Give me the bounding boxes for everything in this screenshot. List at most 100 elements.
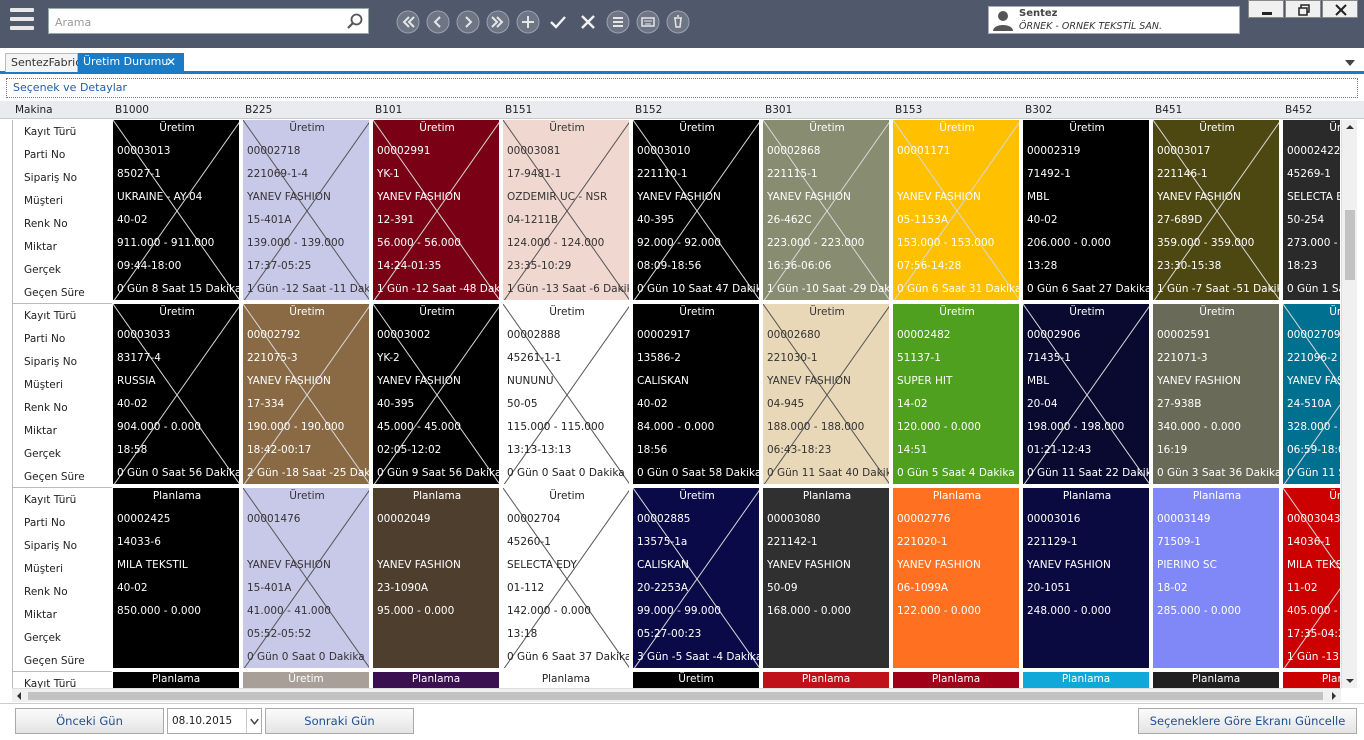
refresh-screen-button[interactable]: Seçeneklere Göre Ekranı Güncelle <box>1138 708 1357 734</box>
job-record-type: Üretim <box>1329 122 1340 134</box>
machine-job-card[interactable]: Üretim <box>633 672 761 688</box>
machine-job-card[interactable]: Üretim 00003081 17-9481-1 OZDEMIR UC - NSR 0… <box>503 120 631 302</box>
machine-job-card[interactable]: Üretim <box>243 672 371 688</box>
machine-column-header[interactable]: B151 <box>505 104 533 116</box>
row-field-label: Geçen Süre <box>24 287 85 299</box>
machine-job-card[interactable]: Üretim 00002888 45261-1-1 NUNUNU 50-05 115.00… <box>503 304 631 486</box>
machine-job-card[interactable]: Planlama 00002776 221020-1 YANEV FASHION 06-… <box>893 488 1021 670</box>
hamburger-menu-icon[interactable] <box>8 6 36 34</box>
machine-job-card[interactable]: Üretim 00002680 221030-1 YANEV FASHION 04-94… <box>763 304 891 486</box>
job-record-type: Üretim <box>679 122 715 134</box>
job-record-type: Üretim <box>809 306 845 318</box>
machine-column-header[interactable]: B153 <box>895 104 923 116</box>
minimize-button[interactable] <box>1248 0 1284 18</box>
search-icon[interactable] <box>346 12 364 30</box>
machine-column-header[interactable]: B301 <box>765 104 793 116</box>
restore-button[interactable] <box>1285 0 1321 18</box>
machine-column-header[interactable]: B451 <box>1155 104 1183 116</box>
machine-job-card[interactable]: Üretim 00002709 221096-2 YANEV FASHION 24-51… <box>1283 304 1340 486</box>
machine-job-card[interactable]: Üretim 00003043 14036-1 MILA TEKSTIL 11-02 40… <box>1283 488 1340 670</box>
job-actual-time: 18:23 <box>1287 260 1318 272</box>
row-field-label: Miktar <box>24 609 57 621</box>
machine-job-card[interactable]: Üretim 00002482 51137-1 SUPER HIT 14-02 120.0… <box>893 304 1021 486</box>
machine-job-card[interactable]: Planlama <box>1023 672 1151 688</box>
machine-job-card[interactable]: Üretim 00002991 YK-1 YANEV FASHION 12-391 56.… <box>373 120 501 302</box>
machine-job-card[interactable]: Üretim 00002868 221115-1 YANEV FASHION 26-46… <box>763 120 891 302</box>
horizontal-scrollbar[interactable] <box>12 688 1341 702</box>
machine-job-card[interactable]: Üretim 00002591 221071-3 YANEV FASHION 27-93… <box>1153 304 1281 486</box>
delete-button[interactable] <box>666 10 690 34</box>
machine-job-card[interactable]: Planlama 00002049 YANEV FASHION 23-1090A 95.… <box>373 488 501 670</box>
horizontal-scroll-thumb[interactable] <box>28 692 1323 700</box>
machine-job-card[interactable]: Üretim 00003010 221110-1 YANEV FASHION 40-39… <box>633 120 761 302</box>
machine-column-header[interactable]: B152 <box>635 104 663 116</box>
save-button[interactable] <box>546 10 570 34</box>
machine-job-card[interactable]: Üretim 00002319 71492-1 MBL 40-02 206.000 - 0… <box>1023 120 1151 302</box>
machine-job-card[interactable]: Üretim 00002917 13586-2 CALISKAN 40-02 84.000… <box>633 304 761 486</box>
job-elapsed-time: 1 Gün -7 Saat -51 Dakika <box>1157 283 1281 295</box>
scroll-down-icon[interactable] <box>1342 674 1358 688</box>
date-input[interactable] <box>172 713 242 729</box>
tab-close-icon[interactable]: ✕ <box>166 55 177 69</box>
machine-job-card[interactable]: Planlama <box>1153 672 1281 688</box>
chevron-down-icon[interactable] <box>246 709 262 733</box>
machine-job-card[interactable]: Planlama 00003080 221142-1 YANEV FASHION 50-… <box>763 488 891 670</box>
tab-dropdown-icon[interactable] <box>1344 58 1356 68</box>
machine-job-card[interactable]: Üretim 00002792 221075-3 YANEV FASHION 17-33… <box>243 304 371 486</box>
machine-job-card[interactable]: Üretim 00002906 71435-1 MBL 20-04 198.000 - 1… <box>1023 304 1151 486</box>
tab-sentezfabric[interactable]: SentezFabric <box>5 53 81 72</box>
machine-job-card[interactable]: Üretim 00003017 221146-1 YANEV FASHION 27-68… <box>1153 120 1281 302</box>
machine-job-card[interactable]: Planlama 00003149 71509-1 PIERINO SC 18-02 28… <box>1153 488 1281 670</box>
machine-job-card[interactable]: Üretim 00002422 45269-1 SELECTA EDY 50-254 27… <box>1283 120 1340 302</box>
machine-job-card[interactable]: Üretim 00002704 45260-1 SELECTA EDY 01-112 14… <box>503 488 631 670</box>
machine-column-header[interactable]: B101 <box>375 104 403 116</box>
machine-job-card[interactable]: Üretim 00001476 YANEV FASHION 15-401A 41.000… <box>243 488 371 670</box>
add-button[interactable] <box>516 10 540 34</box>
tab-uretim-durumu[interactable]: Üretim Durumu ✕ <box>78 53 184 72</box>
row-field-label: Kayıt Türü <box>24 126 77 138</box>
job-customer: YANEV FASHION <box>377 559 461 571</box>
job-order-no: YK-2 <box>377 352 400 364</box>
job-color-no: 26-462C <box>767 214 812 226</box>
vertical-scroll-thumb[interactable] <box>1345 210 1355 280</box>
previous-day-button[interactable]: Önceki Gün <box>15 708 164 734</box>
job-customer: YANEV FASHION <box>1157 191 1241 203</box>
next-record-button[interactable] <box>456 10 480 34</box>
machine-job-card[interactable]: Üretim 00003013 85027-1 UKRAINE - AY-04 40-0… <box>113 120 241 302</box>
machine-job-card[interactable]: Üretim 00001171 YANEV FASHION 05-1153A 153.0… <box>893 120 1021 302</box>
machine-job-card[interactable]: Planlama <box>763 672 891 688</box>
first-record-button[interactable] <box>396 10 420 34</box>
list-button[interactable] <box>606 10 630 34</box>
close-window-button[interactable] <box>1322 0 1358 18</box>
machine-job-card[interactable]: Üretim 00003033 83177-4 RUSSIA 40-02 904.000 … <box>113 304 241 486</box>
previous-record-button[interactable] <box>426 10 450 34</box>
last-record-button[interactable] <box>486 10 510 34</box>
machine-column-header[interactable]: B302 <box>1025 104 1053 116</box>
job-quantity: 92.000 - 92.000 <box>637 237 721 249</box>
machine-job-card[interactable]: Üretim 00002885 13575-1a CALISKAN 20-2253A 99… <box>633 488 761 670</box>
machine-job-card[interactable]: Üretim 00002718 221069-1-4 YANEV FASHION 15-… <box>243 120 371 302</box>
machine-job-card[interactable]: Planlama 00003016 221129-1 YANEV FASHION 20-… <box>1023 488 1151 670</box>
machine-job-card[interactable]: Planlama 00002425 14033-6 MILA TEKSTIL 40-02… <box>113 488 241 670</box>
job-color-no: 27-689D <box>1157 214 1203 226</box>
next-day-button[interactable]: Sonraki Gün <box>265 708 414 734</box>
machine-job-card[interactable]: Planlama <box>893 672 1021 688</box>
scroll-up-icon[interactable] <box>1342 120 1358 134</box>
job-actual-time: 09:44-18:00 <box>117 260 182 272</box>
machine-job-card[interactable]: Planlama <box>373 672 501 688</box>
machine-column-header[interactable]: B225 <box>245 104 273 116</box>
keyboard-button[interactable] <box>636 10 660 34</box>
machine-job-card[interactable]: Planlama <box>1283 672 1340 688</box>
cancel-button[interactable] <box>576 10 600 34</box>
scroll-left-icon[interactable] <box>12 689 26 703</box>
machine-column-header[interactable]: B1000 <box>115 104 149 116</box>
machine-job-card[interactable]: Planlama <box>503 672 631 688</box>
scroll-right-icon[interactable] <box>1327 689 1341 703</box>
options-and-details-panel[interactable]: Seçenek ve Detaylar <box>6 78 1358 98</box>
machine-job-card[interactable]: Planlama <box>113 672 241 688</box>
vertical-scrollbar[interactable] <box>1341 120 1357 688</box>
search-input[interactable] <box>55 13 335 31</box>
machine-job-card[interactable]: Üretim 00003002 YK-2 YANEV FASHION 40-395 45.… <box>373 304 501 486</box>
job-quantity: 405.000 - 405.000 <box>1287 605 1340 617</box>
machine-column-header[interactable]: B452 <box>1285 104 1313 116</box>
